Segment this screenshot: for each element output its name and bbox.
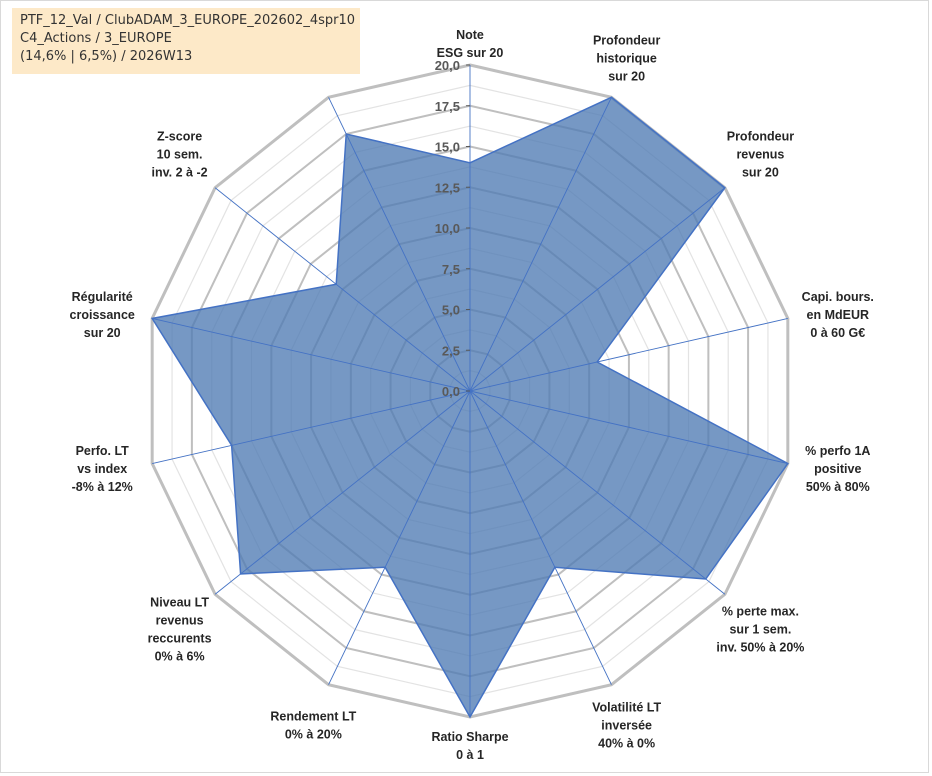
title-line-2: C4_Actions / 3_EUROPE xyxy=(20,31,172,46)
axis-label-line: Z-score xyxy=(157,129,202,143)
axis-spoke xyxy=(152,390,471,464)
axis-label-line: 0 à 1 xyxy=(456,748,484,762)
axis-label: % perte max. sur 1 sem. inv. 50% à 20% xyxy=(716,605,804,655)
axis-label-line: 0% à 20% xyxy=(285,728,342,742)
axis-label-line: Note xyxy=(456,28,484,42)
axis-label-line: sur 20 xyxy=(608,69,645,83)
axis-label-line: 40% à 0% xyxy=(598,737,655,751)
axis-label-line: Profondeur xyxy=(593,33,660,47)
axis-label-line: Régularité xyxy=(72,290,133,304)
axis-label: Profondeur historique sur 20 xyxy=(593,33,660,83)
tick-label: 15,0 xyxy=(435,140,460,155)
axis-spoke xyxy=(152,318,471,392)
axis-label-line: inversée xyxy=(601,719,652,733)
axis-spoke xyxy=(469,390,612,685)
axis-label-line: Ratio Sharpe xyxy=(431,730,508,744)
axis-label-line: Volatilité LT xyxy=(592,701,661,715)
axis-spoke xyxy=(328,390,471,685)
axis-label-line: sur 20 xyxy=(84,326,121,340)
axis-label-line: Rendement LT xyxy=(270,710,356,724)
axis-label: % perfo 1A positive 50% à 80% xyxy=(805,444,870,494)
tick-label: 2,5 xyxy=(442,343,460,358)
tick-label: 10,0 xyxy=(435,221,460,236)
axis-label: Z-score 10 sem. inv. 2 à -2 xyxy=(152,129,208,179)
axis-label-line: revenus xyxy=(736,147,784,161)
axis-label-line: Profondeur xyxy=(727,129,794,143)
radar-spokes xyxy=(152,65,788,717)
axis-label: Note ESG sur 20 xyxy=(437,28,504,60)
axis-label-line: Niveau LT xyxy=(150,596,209,610)
axis-spoke xyxy=(469,97,612,392)
axis-label-line: ESG sur 20 xyxy=(437,46,504,60)
axis-label: Profondeur revenus sur 20 xyxy=(727,129,794,179)
axis-label-line: 0% à 6% xyxy=(155,650,205,664)
axis-label: Perfo. LT vs index -8% à 12% xyxy=(72,444,133,494)
axis-label: Capi. bours. en MdEUR 0 à 60 G€ xyxy=(802,290,874,340)
axis-spoke xyxy=(214,390,471,595)
tick-label: 0,0 xyxy=(442,384,460,399)
axis-label-line: vs index xyxy=(77,462,127,476)
axis-spoke xyxy=(469,187,726,392)
axis-spoke xyxy=(214,187,471,392)
axis-label-line: % perte max. xyxy=(722,605,799,619)
axis-label: Régularité croissance sur 20 xyxy=(70,290,135,340)
axis-label-line: sur 20 xyxy=(742,165,779,179)
radar-tick-labels: 0,0 2,5 5,0 7,5 10,0 12,5 15,0 17,5 20,0 xyxy=(435,58,470,399)
title-line-3: (14,6% | 6,5%) / 2026W13 xyxy=(20,49,193,64)
axis-label-line: inv. 2 à -2 xyxy=(152,165,208,179)
axis-label-line: revenus xyxy=(156,614,204,628)
axis-label: Rendement LT 0% à 20% xyxy=(270,710,356,742)
axis-label-line: reccurents xyxy=(148,632,212,646)
chart-title-box: PTF_12_Val / ClubADAM_3_EUROPE_202602_4s… xyxy=(12,8,360,74)
axis-label-line: en MdEUR xyxy=(807,308,870,322)
axis-label-line: Perfo. LT xyxy=(76,444,130,458)
axis-label-line: sur 1 sem. xyxy=(729,623,791,637)
axis-spoke xyxy=(328,97,471,392)
axis-label-line: 0 à 60 G€ xyxy=(810,326,865,340)
tick-label: 5,0 xyxy=(442,303,460,318)
axis-label-line: % perfo 1A xyxy=(805,444,870,458)
title-line-1: PTF_12_Val / ClubADAM_3_EUROPE_202602_4s… xyxy=(20,13,355,28)
axis-spoke xyxy=(469,390,726,595)
tick-label: 17,5 xyxy=(435,99,460,114)
tick-label: 20,0 xyxy=(435,58,460,73)
axis-label-line: croissance xyxy=(70,308,135,322)
axis-label: Volatilité LT inversée 40% à 0% xyxy=(592,701,661,751)
axis-label-line: -8% à 12% xyxy=(72,480,133,494)
axis-label-line: inv. 50% à 20% xyxy=(716,641,804,655)
axis-label-line: historique xyxy=(596,51,656,65)
axis-label-line: 10 sem. xyxy=(157,147,203,161)
axis-label-line: positive xyxy=(814,462,861,476)
axis-label: Niveau LT revenus reccurents 0% à 6% xyxy=(148,596,212,664)
axis-spoke xyxy=(469,390,788,464)
tick-label: 7,5 xyxy=(442,262,460,277)
tick-label: 12,5 xyxy=(435,180,460,195)
axis-label: Ratio Sharpe 0 à 1 xyxy=(431,730,508,762)
axis-spoke xyxy=(469,318,788,392)
axis-label-line: Capi. bours. xyxy=(802,290,874,304)
axis-label-line: 50% à 80% xyxy=(806,480,870,494)
